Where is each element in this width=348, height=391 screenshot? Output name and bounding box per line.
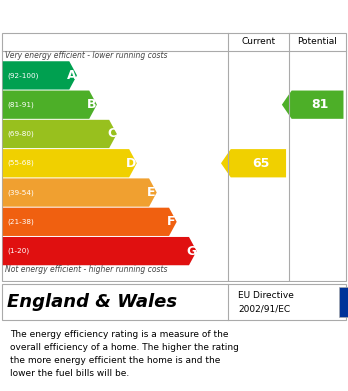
Text: 2002/91/EC: 2002/91/EC [238,305,291,314]
Text: B: B [87,98,96,111]
Text: C: C [107,127,116,140]
Text: The energy efficiency rating is a measure of the
overall efficiency of a home. T: The energy efficiency rating is a measur… [10,330,239,378]
Text: A: A [67,69,77,82]
Text: (81-91): (81-91) [7,101,34,108]
Polygon shape [3,120,117,148]
Text: England & Wales: England & Wales [7,293,177,311]
Text: Current: Current [241,37,276,46]
Polygon shape [3,208,177,236]
Bar [339,287,348,317]
Polygon shape [3,237,197,265]
Text: (1-20): (1-20) [7,248,29,255]
Text: (21-38): (21-38) [7,219,34,225]
Text: (92-100): (92-100) [7,72,38,79]
Polygon shape [3,178,157,207]
Polygon shape [3,149,137,178]
Text: 65: 65 [253,157,270,170]
Text: Very energy efficient - lower running costs: Very energy efficient - lower running co… [5,51,167,60]
Text: EU Directive: EU Directive [238,292,294,301]
Text: (69-80): (69-80) [7,131,34,137]
Text: Potential: Potential [298,37,338,46]
Text: F: F [167,215,176,228]
Polygon shape [3,91,97,119]
Text: D: D [126,157,136,170]
Polygon shape [3,61,77,90]
Text: E: E [147,186,156,199]
Polygon shape [282,91,343,119]
Text: 81: 81 [312,98,329,111]
Text: Not energy efficient - higher running costs: Not energy efficient - higher running co… [5,265,167,274]
Polygon shape [221,149,286,178]
Text: (39-54): (39-54) [7,189,34,196]
Text: Energy Efficiency Rating: Energy Efficiency Rating [10,9,232,23]
Text: G: G [186,245,196,258]
Text: (55-68): (55-68) [7,160,34,167]
